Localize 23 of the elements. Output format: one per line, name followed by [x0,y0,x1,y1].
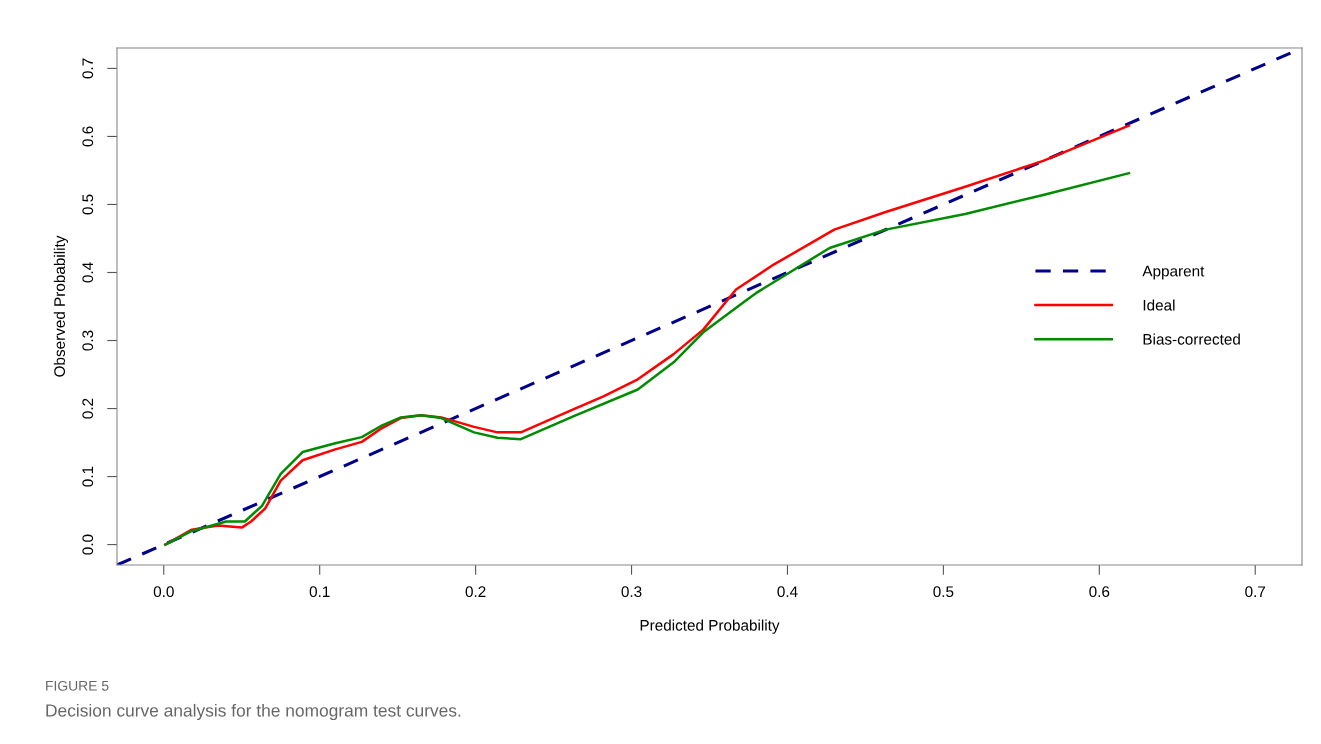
y-tick-label: 0.6 [82,126,94,147]
x-axis-title: Predicted Probability [640,619,780,634]
x-tick-label: 0.1 [309,586,330,598]
x-tick-label: 0.6 [1089,586,1110,598]
y-tick-label: 0.3 [82,330,94,351]
y-tick-label: 0.2 [82,398,94,419]
text: Decision curve analysis for the nomogram test curves. [46,703,461,721]
y-tick-label: 0.7 [82,58,94,79]
legend-label: Apparent [1142,265,1205,280]
caption: FIGURE 5 [46,680,109,691]
x-tick-label: 0.0 [153,586,174,598]
y-tick-label: 0.1 [82,466,94,487]
y-tick-label: 0.4 [82,262,94,283]
x-tick-label: 0.5 [933,586,954,598]
y-axis-title: Observed Probability [53,235,69,377]
y-tick-label: 0.5 [82,194,94,215]
x-tick-label: 0.4 [777,586,798,598]
legend-label: Ideal [1143,299,1175,311]
x-tick-label: 0.7 [1245,586,1266,598]
legend-label: Bias-corrected [1143,333,1240,345]
x-tick-label: 0.3 [621,586,642,598]
y-tick-label: 0.0 [82,534,94,555]
x-tick-label: 0.2 [465,586,486,598]
